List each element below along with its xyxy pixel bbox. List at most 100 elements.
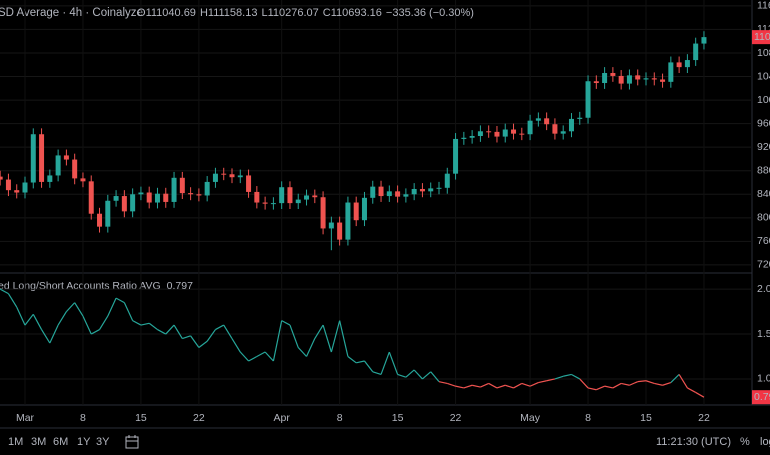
candle-body [146, 192, 152, 203]
line-segment [182, 335, 191, 340]
line-segment [529, 382, 539, 387]
range-button[interactable]: 6M [53, 436, 68, 448]
calendar-icon[interactable] [125, 435, 139, 449]
log-toggle[interactable]: log [760, 436, 770, 448]
x-tick-label: 8 [585, 412, 591, 424]
y-tick-label: 100000 [757, 94, 770, 106]
line-segment [662, 381, 672, 386]
candle-body [105, 200, 111, 227]
line-segment [272, 320, 283, 362]
line-segment [123, 302, 134, 321]
candle-body [179, 177, 185, 194]
line-segment [554, 375, 564, 380]
line-segment [65, 302, 76, 313]
line-segment [99, 315, 109, 330]
candle-body [154, 193, 160, 203]
candle-body [486, 131, 492, 133]
calendar-frame [125, 436, 139, 449]
range-button[interactable]: 1Y [77, 436, 91, 448]
candle-body [370, 186, 376, 198]
candle-body [602, 73, 608, 84]
range-button[interactable]: 1M [8, 436, 23, 448]
candle-body [502, 129, 508, 137]
candle-body [88, 181, 94, 214]
line-segment [538, 380, 547, 384]
candle-body [610, 73, 616, 76]
line-segment [372, 371, 382, 376]
line-segment [264, 351, 274, 362]
line-segment [297, 347, 307, 357]
line-segment [471, 384, 481, 388]
range-button[interactable]: 3M [31, 436, 46, 448]
candle-body [270, 203, 276, 205]
candle-body [345, 202, 351, 240]
candle-body [635, 75, 641, 80]
candle-body [701, 37, 707, 44]
y-tick-label: 92000 [757, 141, 770, 153]
candle-body [121, 196, 127, 212]
candle-body [113, 196, 119, 201]
line-segment [231, 338, 241, 353]
candle-body [361, 197, 367, 221]
line-segment [223, 324, 233, 339]
line-segment [637, 380, 647, 383]
line-segment [488, 382, 498, 389]
candle-body [39, 134, 45, 182]
line-segment [7, 293, 18, 308]
line-segment [521, 382, 531, 387]
ohlc-label: H [200, 7, 208, 19]
line-segment [24, 313, 34, 326]
line-segment [455, 385, 464, 389]
indicator-value: 0.797 [167, 280, 193, 292]
candle-body [568, 118, 574, 132]
candle-body [494, 131, 500, 137]
y-tick-label: 108000 [757, 47, 770, 59]
percent-toggle[interactable]: % [740, 436, 750, 448]
line-segment [330, 320, 341, 353]
candle-body [138, 192, 144, 195]
candle-body [328, 222, 334, 229]
candle-body [643, 78, 649, 80]
candle-body [14, 190, 20, 193]
line-segment [0, 288, 9, 295]
line-segment [447, 382, 456, 387]
y-tick-label: 72000 [757, 259, 770, 271]
ohlc-value: 111158.13 [208, 7, 258, 19]
line-segment [678, 374, 688, 389]
clock: 11:21:30 (UTC) [656, 436, 731, 448]
line-segment [612, 382, 622, 389]
line-segment [198, 340, 208, 349]
candle-body [444, 173, 450, 188]
candle-body [0, 176, 3, 180]
line-segment [173, 324, 183, 339]
line-segment [380, 351, 390, 375]
ohlc-label: L [261, 7, 267, 19]
candle-body [188, 193, 194, 195]
price-badge [752, 30, 770, 45]
candle-body [453, 138, 459, 174]
x-tick-label: May [520, 412, 541, 424]
candle-body [552, 124, 558, 134]
ohlc-label: C [323, 7, 331, 19]
line-segment [438, 381, 448, 385]
line-segment [388, 351, 399, 375]
line-segment [32, 314, 43, 330]
candle-body [544, 118, 550, 125]
candle-body [693, 43, 699, 61]
y-tick-label: 84000 [757, 188, 770, 200]
range-button[interactable]: 3Y [96, 436, 110, 448]
line-segment [496, 384, 506, 389]
chart-title: SD Average · 4h · Coinalyze [0, 7, 143, 19]
line-segment [629, 381, 638, 386]
candle-body [469, 136, 475, 138]
candle-body [287, 187, 293, 204]
candle-body [221, 173, 227, 175]
line-segment [571, 373, 581, 380]
candle-body [535, 118, 541, 121]
line-segment [413, 369, 423, 380]
candle-body [585, 81, 591, 118]
line-segment [422, 371, 432, 380]
candle-body [651, 78, 657, 80]
x-tick-label: 15 [392, 412, 404, 424]
